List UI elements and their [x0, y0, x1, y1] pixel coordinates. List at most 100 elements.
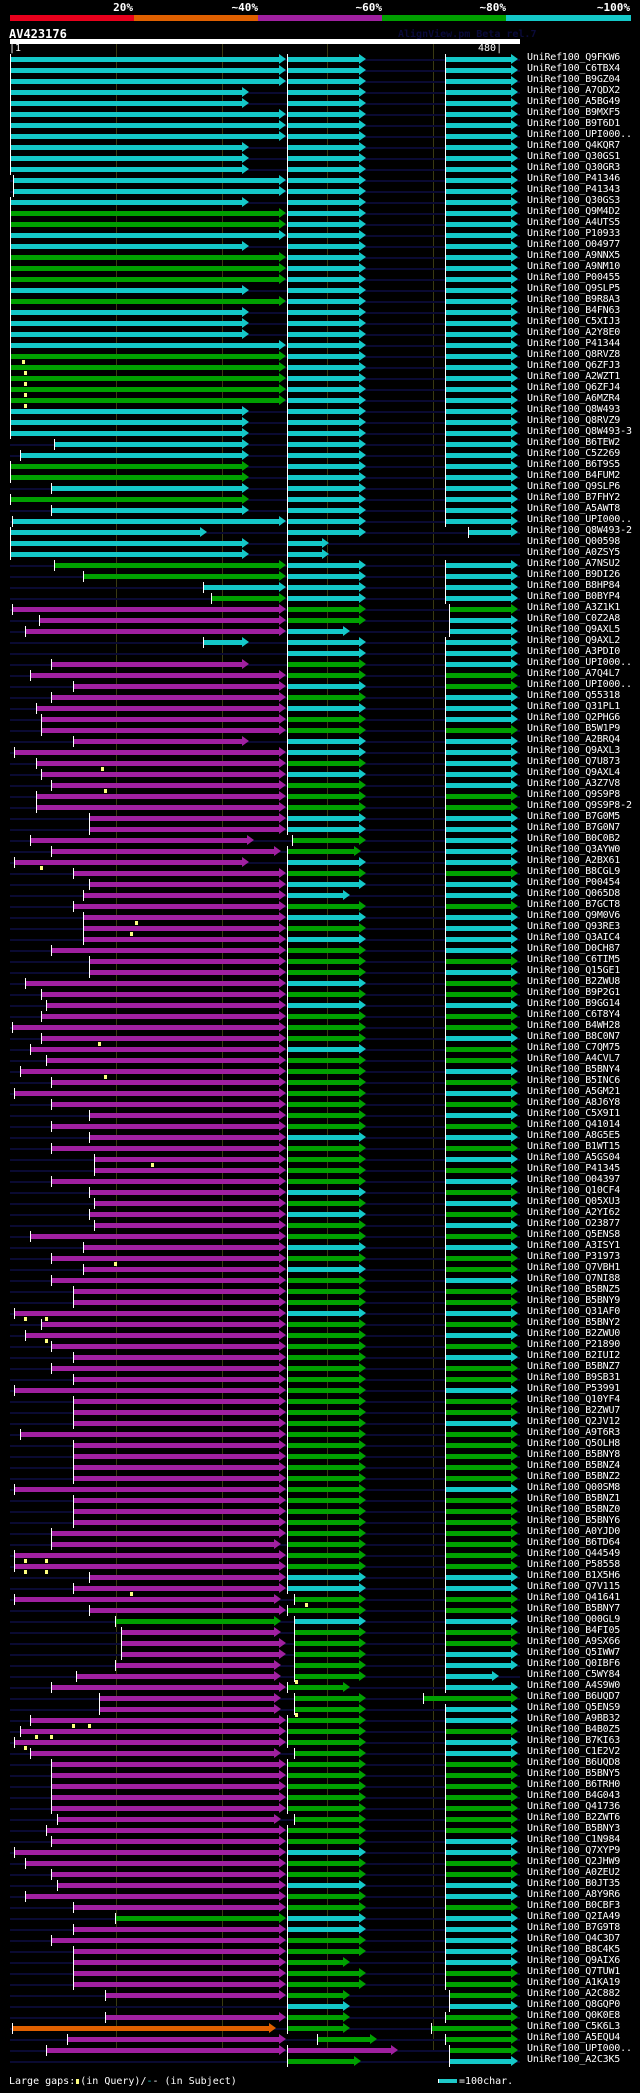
hit-row[interactable]: UniRef100_UPI000.. [0, 679, 640, 692]
hit-label[interactable]: UniRef100_A6MZR4 [527, 393, 621, 404]
hsp-segment[interactable] [287, 791, 366, 802]
hsp-segment[interactable] [10, 98, 250, 109]
hsp-segment[interactable] [287, 329, 366, 340]
hsp-segment[interactable] [287, 87, 366, 98]
hsp-segment[interactable] [444, 1396, 518, 1407]
hsp-segment[interactable] [287, 1077, 366, 1088]
hsp-segment[interactable] [88, 1132, 287, 1143]
hsp-segment[interactable] [51, 659, 250, 670]
hit-label[interactable]: UniRef100_UPI000.. [527, 2043, 632, 2054]
hit-row[interactable]: UniRef100_Q9FKW6 [0, 52, 640, 65]
hsp-segment[interactable] [287, 890, 350, 901]
hsp-segment[interactable] [88, 1187, 287, 1198]
hit-label[interactable]: UniRef100_Q6ZFJ3 [527, 360, 621, 371]
hit-row[interactable]: UniRef100_C6T8Y4 [0, 1009, 640, 1022]
hsp-segment[interactable] [444, 1077, 518, 1088]
hsp-segment[interactable] [287, 648, 366, 659]
hsp-segment[interactable] [444, 648, 518, 659]
hsp-segment[interactable] [51, 1099, 287, 1110]
hsp-segment[interactable] [287, 1990, 350, 2001]
hsp-segment[interactable] [448, 604, 518, 615]
hsp-segment[interactable] [72, 1440, 287, 1451]
hit-label[interactable]: UniRef100_A8Y9R6 [527, 1889, 621, 1900]
hit-label[interactable]: UniRef100_C1E2V2 [527, 1746, 621, 1757]
hit-row[interactable]: UniRef100_A8J6Y8 [0, 1097, 640, 1110]
hsp-segment[interactable] [444, 2034, 518, 2045]
hsp-segment[interactable] [444, 1264, 518, 1275]
hit-label[interactable]: UniRef100_Q05XU3 [527, 1196, 621, 1207]
hsp-segment[interactable] [444, 1550, 518, 1561]
hsp-segment[interactable] [444, 1946, 518, 1957]
hit-row[interactable]: UniRef100_A0ZEU2 [0, 1867, 640, 1880]
hsp-segment[interactable] [444, 934, 518, 945]
hsp-segment[interactable] [444, 835, 518, 846]
hsp-segment[interactable] [430, 2023, 518, 2034]
hit-label[interactable]: UniRef100_Q93RE3 [527, 921, 621, 932]
hit-row[interactable]: UniRef100_Q8W493 [0, 404, 640, 417]
hsp-segment[interactable] [444, 65, 518, 76]
hsp-segment[interactable] [51, 1935, 287, 1946]
hsp-segment[interactable] [448, 2056, 518, 2067]
hit-label[interactable]: UniRef100_Q7V115 [527, 1581, 621, 1592]
hsp-segment[interactable] [115, 1616, 281, 1627]
hit-label[interactable]: UniRef100_C5XIJ3 [527, 316, 621, 327]
hsp-segment[interactable] [88, 967, 287, 978]
hit-row[interactable]: UniRef100_P21890 [0, 1339, 640, 1352]
hsp-segment[interactable] [51, 1363, 287, 1374]
hsp-segment[interactable] [444, 890, 518, 901]
hsp-segment[interactable] [287, 1242, 366, 1253]
hsp-segment[interactable] [115, 1913, 287, 1924]
hsp-segment[interactable] [287, 1143, 366, 1154]
hsp-segment[interactable] [51, 1792, 287, 1803]
hsp-segment[interactable] [287, 1319, 366, 1330]
hsp-segment[interactable] [72, 1286, 287, 1297]
hsp-segment[interactable] [10, 109, 287, 120]
hsp-segment[interactable] [12, 2023, 276, 2034]
hsp-segment[interactable] [444, 923, 518, 934]
hsp-segment[interactable] [444, 1847, 518, 1858]
hsp-segment[interactable] [444, 439, 518, 450]
hit-label[interactable]: UniRef100_A8G5E5 [527, 1130, 621, 1141]
hit-label[interactable]: UniRef100_Q2PHG6 [527, 712, 621, 723]
hsp-segment[interactable] [287, 1561, 366, 1572]
hit-row[interactable]: UniRef100_C5Z269 [0, 448, 640, 461]
hit-row[interactable]: UniRef100_A3Z7V8 [0, 778, 640, 793]
hsp-segment[interactable] [10, 549, 250, 560]
hsp-segment[interactable] [287, 186, 366, 197]
hsp-segment[interactable] [444, 1858, 518, 1869]
hit-row[interactable]: UniRef100_A2BX61 [0, 855, 640, 870]
hsp-segment[interactable] [210, 593, 287, 604]
hit-row[interactable]: UniRef100_A8Y9R6 [0, 1889, 640, 1902]
hsp-segment[interactable] [467, 527, 518, 538]
hsp-segment[interactable] [444, 1803, 518, 1814]
hsp-segment[interactable] [444, 1308, 518, 1319]
hsp-segment[interactable] [83, 571, 287, 582]
hit-label[interactable]: UniRef100_P00455 [527, 272, 621, 283]
hsp-segment[interactable] [444, 791, 518, 802]
hit-row[interactable]: UniRef100_UPI000.. [0, 2043, 640, 2056]
hsp-segment[interactable] [51, 945, 287, 956]
hit-label[interactable]: UniRef100_B5BNY9 [527, 1295, 621, 1306]
hsp-segment[interactable] [72, 901, 287, 912]
hit-row[interactable]: UniRef100_Q9AXL3 [0, 745, 640, 758]
hit-label[interactable]: UniRef100_B5BNY5 [527, 1768, 621, 1779]
hsp-segment[interactable] [287, 967, 366, 978]
hsp-segment[interactable] [444, 1913, 518, 1924]
hsp-segment[interactable] [444, 1583, 518, 1594]
hit-row[interactable]: UniRef100_B6UQD7 [0, 1691, 640, 1704]
hit-row[interactable]: UniRef100_B5BNY6 [0, 1515, 640, 1528]
hit-row[interactable]: UniRef100_A5BG49 [0, 96, 640, 109]
hsp-segment[interactable] [444, 296, 518, 307]
hit-label[interactable]: UniRef100_B9SB31 [527, 1372, 621, 1383]
hit-row[interactable]: UniRef100_B5BNZ1 [0, 1493, 640, 1506]
hit-row[interactable]: UniRef100_A7QDX2 [0, 85, 640, 98]
hit-label[interactable]: UniRef100_Q4C3D7 [527, 1933, 621, 1944]
hsp-segment[interactable] [287, 1275, 366, 1286]
hsp-segment[interactable] [56, 1880, 287, 1891]
hit-row[interactable]: UniRef100_A9NNX5 [0, 250, 640, 263]
hsp-segment[interactable] [51, 1275, 287, 1286]
hit-row[interactable]: UniRef100_Q6ZFJ3 [0, 360, 640, 375]
hsp-segment[interactable] [287, 175, 366, 186]
hsp-segment[interactable] [287, 846, 361, 857]
hit-row[interactable]: UniRef100_B6UQD8 [0, 1757, 640, 1770]
